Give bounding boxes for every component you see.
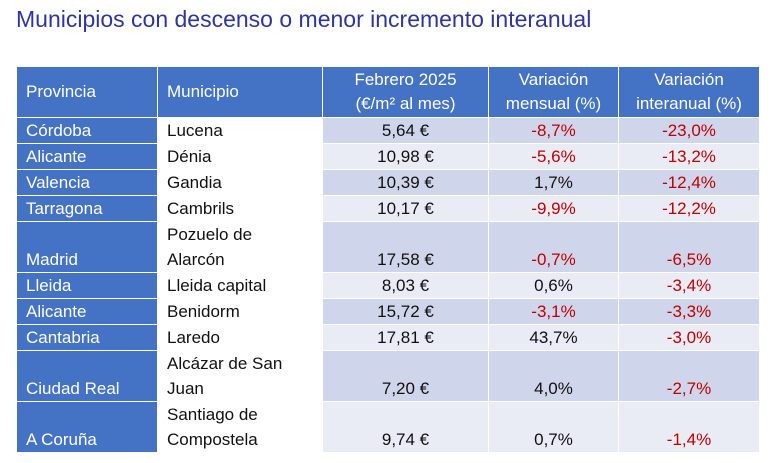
cell-variacion-mensual: -9,9%: [488, 195, 619, 222]
cell-variacion-mensual: 1,7%: [488, 169, 619, 196]
cell-municipio: Gandia: [157, 169, 323, 196]
cell-variacion-interanual: -1,4%: [618, 401, 760, 453]
cell-precio: 8,03 €: [322, 272, 489, 299]
cell-provincia: Valencia: [16, 169, 158, 196]
municipio-line: Benidorm: [167, 302, 240, 321]
table-row: Alicante Dénia 10,98 € -5,6% -13,2%: [16, 143, 760, 170]
cell-precio: 5,64 €: [322, 117, 489, 144]
table-row: Cantabria Laredo 17,81 €43,7% -3,0%: [16, 324, 760, 351]
header-mensual-line1: Variación: [518, 70, 589, 89]
cell-precio: 10,39 €: [322, 169, 489, 196]
municipio-line: Dénia: [167, 147, 212, 166]
page-title: Municipios con descenso o menor incremen…: [16, 6, 592, 32]
municipio-line: Lucena: [167, 121, 223, 140]
table-header-row: Provincia Municipio Febrero 2025 (€/m² a…: [16, 66, 760, 118]
cell-variacion-interanual: -12,4%: [618, 169, 760, 196]
table-row: Córdoba Lucena 5,64 € -8,7% -23,0%: [16, 117, 760, 144]
table-row: Madrid Pozuelo de Alarcón 17,58 € -0,7% -6,5%: [16, 221, 760, 273]
cell-precio: 10,98 €: [322, 143, 489, 170]
cell-precio: 10,17 €: [322, 195, 489, 222]
cell-municipio: Laredo: [157, 324, 323, 351]
header-precio-line1: Febrero 2025: [354, 70, 457, 89]
municipio-line: Alcázar de San: [167, 354, 283, 373]
cell-provincia: Tarragona: [16, 195, 158, 222]
header-precio-line2: (€/m² al mes): [355, 94, 456, 113]
cell-variacion-mensual: 4,0%: [488, 350, 619, 402]
header-interanual-line2: interanual (%): [636, 94, 742, 113]
municipio-line: Juan: [167, 379, 204, 398]
table-row: Ciudad Real Alcázar de San Juan 7,20 €4,0% -…: [16, 350, 760, 402]
header-precio: Febrero 2025 (€/m² al mes): [322, 66, 489, 118]
header-variacion-interanual: Variación interanual (%): [618, 66, 760, 118]
table-row: Alicante Benidorm 15,72 € -3,1% -3,3%: [16, 298, 760, 325]
cell-variacion-mensual: -3,1%: [488, 298, 619, 325]
table-row: A Coruña Santiago de Compostela 9,74 €0,7% -…: [16, 401, 760, 453]
cell-variacion-interanual: -13,2%: [618, 143, 760, 170]
cell-variacion-mensual: 0,7%: [488, 401, 619, 453]
cell-variacion-interanual: -2,7%: [618, 350, 760, 402]
municipio-line: Laredo: [167, 328, 220, 347]
municipio-line: Compostela: [167, 430, 258, 449]
cell-municipio: Alcázar de San Juan: [157, 350, 323, 402]
table-row: Lleida Lleida capital 8,03 €0,6% -3,4%: [16, 272, 760, 299]
cell-provincia: Madrid: [16, 221, 158, 273]
header-variacion-mensual: Variación mensual (%): [488, 66, 619, 118]
header-interanual-line1: Variación: [654, 70, 724, 89]
cell-provincia: A Coruña: [16, 401, 158, 453]
cell-municipio: Cambrils: [157, 195, 323, 222]
cell-provincia: Córdoba: [16, 117, 158, 144]
cell-precio: 17,58 €: [322, 221, 489, 273]
cell-provincia: Alicante: [16, 143, 158, 170]
header-municipio: Municipio: [157, 66, 323, 118]
municipio-line: Pozuelo de: [167, 225, 253, 244]
cell-provincia: Cantabria: [16, 324, 158, 351]
cell-variacion-mensual: 0,6%: [488, 272, 619, 299]
cell-variacion-interanual: -12,2%: [618, 195, 760, 222]
cell-municipio: Lleida capital: [157, 272, 323, 299]
cell-precio: 9,74 €: [322, 401, 489, 453]
table-row: Valencia Gandia 10,39 €1,7% -12,4%: [16, 169, 760, 196]
header-mensual-line2: mensual (%): [505, 94, 602, 113]
cell-municipio: Pozuelo de Alarcón: [157, 221, 323, 273]
data-table: Provincia Municipio Febrero 2025 (€/m² a…: [16, 66, 760, 453]
municipio-line: Cambrils: [167, 199, 235, 218]
municipio-line: Lleida capital: [167, 276, 267, 295]
cell-variacion-mensual: -5,6%: [488, 143, 619, 170]
cell-variacion-interanual: -3,0%: [618, 324, 760, 351]
municipio-line: Alarcón: [167, 250, 225, 269]
municipio-line: Santiago de: [167, 405, 258, 424]
cell-provincia: Lleida: [16, 272, 158, 299]
header-provincia: Provincia: [16, 66, 158, 118]
cell-variacion-interanual: -3,4%: [618, 272, 760, 299]
cell-municipio: Lucena: [157, 117, 323, 144]
cell-precio: 15,72 €: [322, 298, 489, 325]
cell-precio: 7,20 €: [322, 350, 489, 402]
cell-provincia: Alicante: [16, 298, 158, 325]
cell-municipio: Santiago de Compostela: [157, 401, 323, 453]
table-body: Córdoba Lucena 5,64 € -8,7% -23,0% Alicante Dé…: [16, 117, 760, 453]
cell-variacion-interanual: -3,3%: [618, 298, 760, 325]
cell-variacion-mensual: -0,7%: [488, 221, 619, 273]
cell-municipio: Benidorm: [157, 298, 323, 325]
cell-variacion-mensual: 43,7%: [488, 324, 619, 351]
cell-provincia: Ciudad Real: [16, 350, 158, 402]
cell-precio: 17,81 €: [322, 324, 489, 351]
cell-variacion-interanual: -6,5%: [618, 221, 760, 273]
cell-variacion-mensual: -8,7%: [488, 117, 619, 144]
table-row: Tarragona Cambrils 10,17 € -9,9% -12,2%: [16, 195, 760, 222]
cell-variacion-interanual: -23,0%: [618, 117, 760, 144]
cell-municipio: Dénia: [157, 143, 323, 170]
municipio-line: Gandia: [167, 173, 222, 192]
